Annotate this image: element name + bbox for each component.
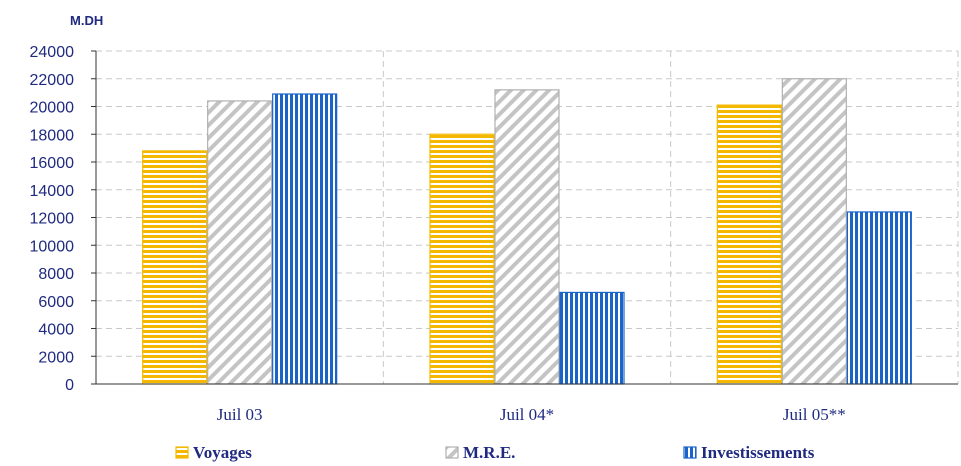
unit-label: M.DH <box>70 13 103 28</box>
y-tick-label: 0 <box>65 377 74 394</box>
y-tick-label: 2000 <box>38 349 74 366</box>
y-tick-label: 12000 <box>30 211 75 228</box>
y-tick-label: 16000 <box>30 155 75 172</box>
y-axis: 0 2000 4000 6000 8000 10000 12000 14000 16000 180… <box>30 44 97 394</box>
y-tick-label: 4000 <box>38 322 74 339</box>
bar-m-r-e-3 <box>781 78 847 385</box>
legend: Voyages M.R.E. Investissements <box>175 443 815 462</box>
x-tick-label: Juil 03 <box>217 405 263 424</box>
legend-swatch <box>445 446 459 459</box>
y-tick-label: 10000 <box>30 238 75 255</box>
legend-label: M.R.E. <box>463 443 515 462</box>
bar-m-r-e-1 <box>207 100 273 385</box>
y-tick-label: 24000 <box>30 44 75 61</box>
legend-swatch <box>175 446 189 459</box>
x-tick-label: Juil 05** <box>783 405 846 424</box>
bar-investissements-3 <box>846 211 912 385</box>
y-tick-label: 20000 <box>30 100 75 117</box>
legend-label: Voyages <box>193 443 252 462</box>
y-tick-label: 22000 <box>30 72 75 89</box>
bar-m-r-e-2 <box>494 89 560 385</box>
y-tick-label: 14000 <box>30 183 75 200</box>
legend-swatch <box>683 446 697 459</box>
legend-label: Investissements <box>701 443 815 462</box>
y-tick-label: 6000 <box>38 294 74 311</box>
y-tick-label: 8000 <box>38 266 74 283</box>
bar-investissements-2 <box>559 291 625 385</box>
bar-voyages-3 <box>716 104 782 385</box>
bar-voyages-2 <box>429 133 495 385</box>
bar-voyages-1 <box>142 150 208 385</box>
bar-investissements-1 <box>272 93 338 385</box>
bars <box>142 78 912 385</box>
y-tick-label: 18000 <box>30 127 75 144</box>
x-tick-label: Juil 04* <box>500 405 554 424</box>
x-axis: Juil 03 Juil 04* Juil 05** <box>96 383 958 424</box>
